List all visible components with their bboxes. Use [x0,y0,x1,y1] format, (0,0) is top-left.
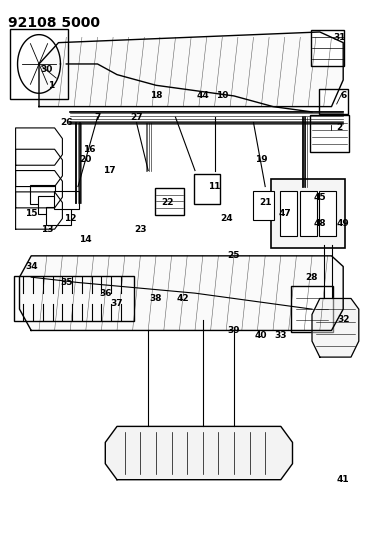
Text: 13: 13 [41,225,53,233]
FancyBboxPatch shape [155,188,184,215]
FancyBboxPatch shape [300,191,317,236]
Text: 37: 37 [111,300,123,308]
Text: 35: 35 [60,278,73,287]
Text: 21: 21 [259,198,271,207]
Text: 18: 18 [150,92,162,100]
Text: 45: 45 [314,193,326,201]
Text: 19: 19 [255,156,268,164]
Text: 23: 23 [134,225,147,233]
FancyBboxPatch shape [271,179,345,248]
FancyBboxPatch shape [38,196,63,214]
Polygon shape [20,256,343,330]
Text: 44: 44 [197,92,209,100]
FancyBboxPatch shape [46,207,71,225]
Text: 92108 5000: 92108 5000 [8,16,100,30]
Text: 28: 28 [306,273,318,281]
Text: 42: 42 [177,294,190,303]
Text: 24: 24 [220,214,232,223]
Text: 1: 1 [48,81,54,90]
Text: 48: 48 [314,220,326,228]
Text: 41: 41 [337,475,349,484]
FancyBboxPatch shape [194,174,220,204]
Text: 36: 36 [99,289,112,297]
Text: 22: 22 [161,198,174,207]
Polygon shape [39,32,343,107]
Text: 11: 11 [208,182,221,191]
Text: 38: 38 [150,294,162,303]
FancyBboxPatch shape [310,115,349,152]
Text: 15: 15 [25,209,37,217]
Text: 33: 33 [275,332,287,340]
Text: 31: 31 [333,33,346,42]
Text: 32: 32 [337,316,349,324]
Text: 10: 10 [216,92,229,100]
FancyBboxPatch shape [54,191,79,209]
Text: 34: 34 [25,262,37,271]
FancyBboxPatch shape [253,191,274,220]
FancyBboxPatch shape [319,89,348,114]
Text: 26: 26 [60,118,73,127]
Text: 2: 2 [336,124,342,132]
Text: 47: 47 [278,209,291,217]
Text: 17: 17 [103,166,115,175]
Text: 6: 6 [340,92,346,100]
FancyBboxPatch shape [291,286,333,332]
Text: 49: 49 [337,220,349,228]
Polygon shape [105,426,292,480]
Text: 16: 16 [83,145,96,154]
Text: 30: 30 [41,65,53,74]
Text: 39: 39 [228,326,240,335]
Text: 12: 12 [64,214,76,223]
Text: 20: 20 [80,156,92,164]
Text: 40: 40 [255,332,268,340]
FancyBboxPatch shape [319,191,336,236]
Text: 25: 25 [228,252,240,260]
FancyBboxPatch shape [311,30,344,66]
Text: 14: 14 [80,236,92,244]
Text: 7: 7 [94,113,101,122]
Text: 27: 27 [130,113,143,122]
Polygon shape [312,298,359,357]
FancyBboxPatch shape [30,185,55,204]
FancyBboxPatch shape [280,191,297,236]
